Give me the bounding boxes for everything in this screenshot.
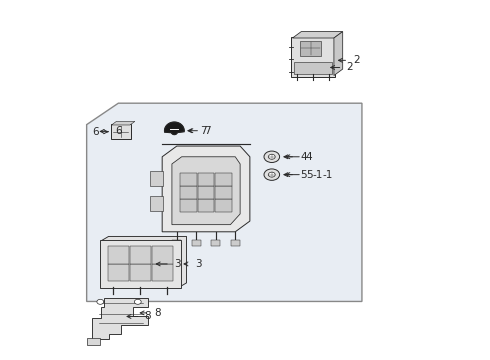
Text: 6: 6 <box>92 127 99 137</box>
Text: 8: 8 <box>145 311 151 321</box>
FancyBboxPatch shape <box>231 240 240 247</box>
Polygon shape <box>334 32 343 76</box>
Circle shape <box>264 169 280 180</box>
Text: 5: 5 <box>300 170 307 180</box>
FancyBboxPatch shape <box>108 264 129 282</box>
Text: 5: 5 <box>306 170 313 180</box>
FancyBboxPatch shape <box>172 240 181 247</box>
FancyBboxPatch shape <box>180 173 196 186</box>
FancyBboxPatch shape <box>130 247 151 264</box>
FancyBboxPatch shape <box>216 186 232 199</box>
Text: 6: 6 <box>115 126 122 136</box>
Text: 4: 4 <box>306 152 313 162</box>
Text: 7: 7 <box>200 126 206 136</box>
Polygon shape <box>87 103 362 301</box>
FancyBboxPatch shape <box>180 199 196 212</box>
Polygon shape <box>162 146 250 232</box>
Polygon shape <box>165 122 184 135</box>
FancyBboxPatch shape <box>152 247 173 264</box>
FancyBboxPatch shape <box>291 37 335 77</box>
Text: -1: -1 <box>323 170 333 180</box>
FancyBboxPatch shape <box>216 199 232 212</box>
Circle shape <box>264 151 280 162</box>
FancyBboxPatch shape <box>180 186 196 199</box>
FancyBboxPatch shape <box>192 240 201 247</box>
Text: 2: 2 <box>354 55 360 65</box>
Circle shape <box>97 299 104 304</box>
Text: 2: 2 <box>346 63 353 72</box>
FancyBboxPatch shape <box>152 264 173 282</box>
Circle shape <box>269 172 275 177</box>
Text: 3: 3 <box>196 259 202 269</box>
FancyBboxPatch shape <box>197 199 215 212</box>
Text: -1: -1 <box>312 170 322 180</box>
Polygon shape <box>112 121 135 125</box>
Polygon shape <box>101 237 187 287</box>
FancyBboxPatch shape <box>111 124 131 139</box>
FancyBboxPatch shape <box>149 171 163 186</box>
FancyBboxPatch shape <box>197 173 215 186</box>
FancyBboxPatch shape <box>294 62 332 75</box>
FancyBboxPatch shape <box>100 240 181 288</box>
FancyBboxPatch shape <box>87 338 100 345</box>
Text: 7: 7 <box>204 126 211 136</box>
FancyBboxPatch shape <box>211 240 220 247</box>
FancyBboxPatch shape <box>130 264 151 282</box>
Text: 8: 8 <box>154 308 161 318</box>
FancyBboxPatch shape <box>149 196 163 211</box>
Polygon shape <box>92 298 147 339</box>
FancyBboxPatch shape <box>108 247 129 264</box>
FancyBboxPatch shape <box>300 41 321 56</box>
Circle shape <box>134 299 141 304</box>
FancyBboxPatch shape <box>216 173 232 186</box>
FancyBboxPatch shape <box>197 186 215 199</box>
Text: 4: 4 <box>300 152 307 162</box>
Polygon shape <box>293 32 343 38</box>
Text: 3: 3 <box>174 259 180 269</box>
Circle shape <box>269 154 275 159</box>
Polygon shape <box>172 157 240 225</box>
